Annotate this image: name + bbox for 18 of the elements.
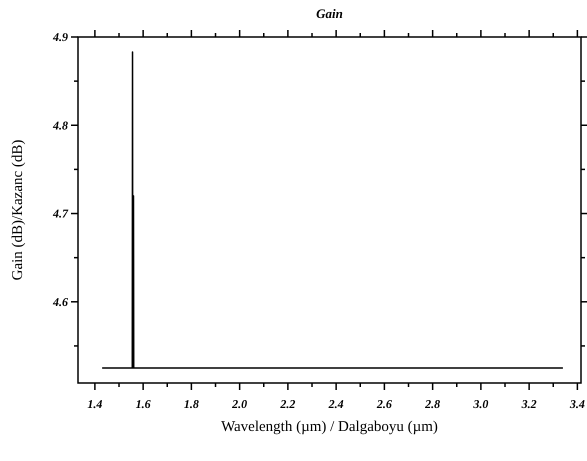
x-tick-label: 2.2 [279,397,296,411]
x-tick-label: 3.0 [472,397,488,411]
x-tick-label: 3.4 [568,397,585,411]
y-axis-title: Gain (dB)/Kazanc (dB) [10,140,26,280]
x-tick-label: 2.6 [376,397,392,411]
x-tick-label: 2.8 [424,397,440,411]
x-tick-label: 2.0 [231,397,248,411]
x-tick-label: 1.6 [136,397,151,411]
x-tick-label: 3.2 [520,397,537,411]
y-tick-label: 4.6 [52,294,68,309]
x-tick-label: 1.8 [184,397,199,411]
y-tick-label: 4.7 [52,206,69,221]
x-tick-label: 2.4 [328,397,344,411]
chart-title: Gain [316,6,343,21]
y-tick-label: 4.8 [52,118,68,132]
y-tick-label: 4.9 [52,30,68,44]
x-axis-title: Wavelength (µm) / Dalgaboyu (µm) [221,419,438,435]
x-tick-label: 1.4 [87,397,102,411]
